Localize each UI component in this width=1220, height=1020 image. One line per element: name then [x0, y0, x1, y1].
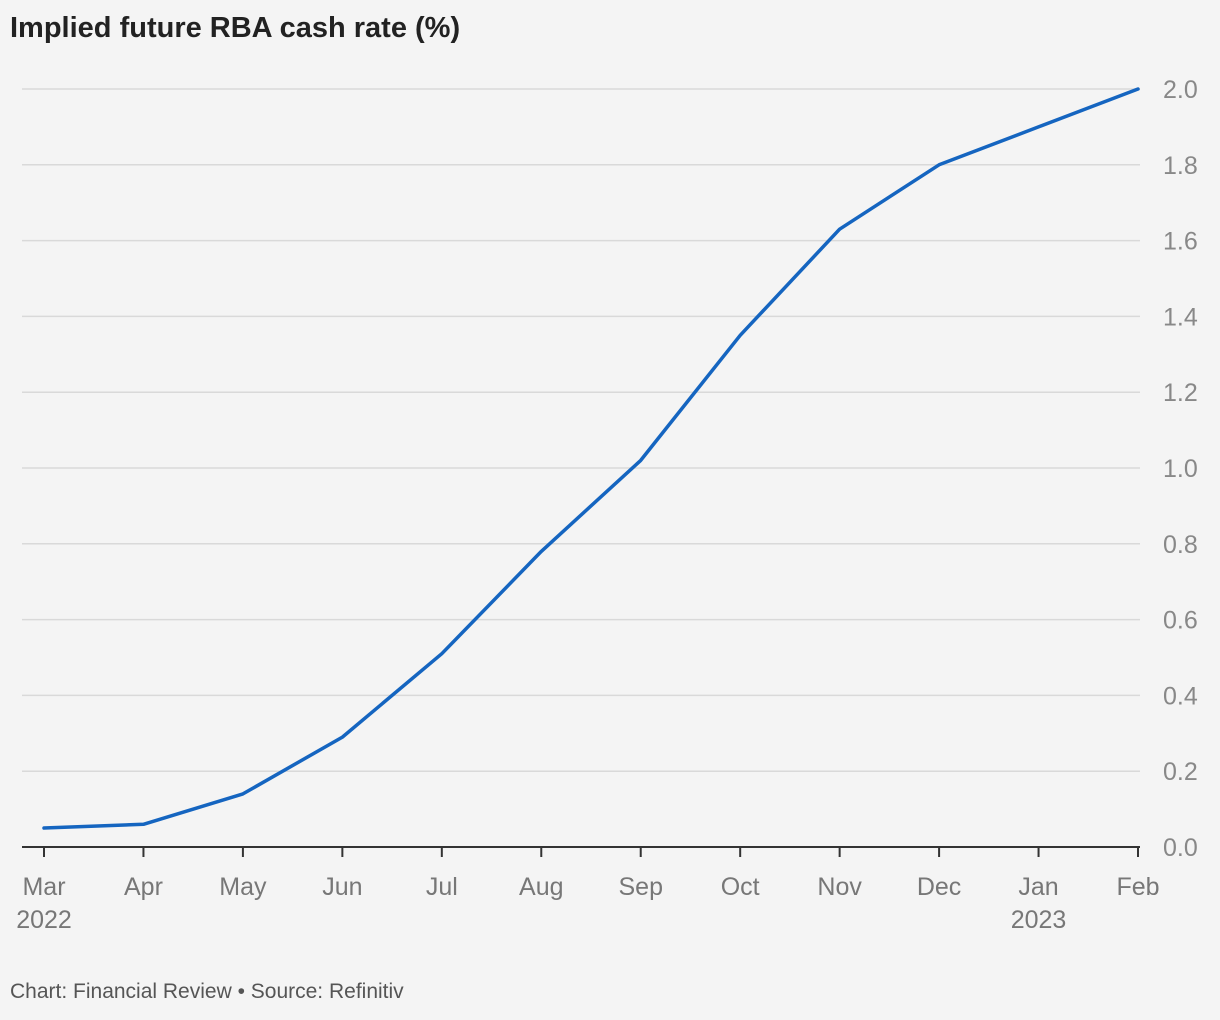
x-tick-label: Mar: [22, 873, 65, 901]
x-axis: [22, 846, 1140, 857]
x-tick-label: Jun: [322, 873, 362, 901]
y-tick-label: 0.4: [1163, 682, 1198, 710]
x-tick-label: Dec: [917, 873, 961, 901]
y-tick-label: 1.8: [1163, 152, 1198, 180]
grid-lines: [22, 88, 1140, 772]
y-tick-label: 1.0: [1163, 455, 1198, 483]
x-tick-label: May: [219, 873, 267, 901]
y-tick-label: 1.6: [1163, 228, 1198, 256]
y-tick-label: 0.2: [1163, 758, 1198, 786]
series-layer: [42, 87, 1140, 830]
x-tick-year-label: 2023: [1011, 906, 1067, 934]
y-axis-tick-labels: 0.0 0.2 0.4 0.6 0.8 1.0 1.2 1.4 1.6 1.8 2.0: [1163, 76, 1198, 862]
y-tick-label: 2.0: [1163, 76, 1198, 104]
x-tick-label: Jul: [426, 873, 458, 901]
y-tick-label: 0.0: [1163, 834, 1198, 862]
x-tick-label: Aug: [519, 873, 563, 901]
y-tick-label: 1.4: [1163, 303, 1198, 331]
x-tick-label: Jan: [1018, 873, 1058, 901]
x-tick-label: Feb: [1116, 873, 1159, 901]
series-line-0: [42, 87, 1140, 830]
y-tick-label: 0.8: [1163, 531, 1198, 559]
chart-title: Implied future RBA cash rate (%): [10, 12, 461, 44]
y-tick-label: 1.2: [1163, 379, 1198, 407]
x-tick-label: Nov: [817, 873, 862, 901]
x-tick-year-label: 2022: [16, 906, 72, 934]
y-tick-label: 0.6: [1163, 607, 1198, 635]
x-tick-label: Sep: [618, 873, 662, 901]
x-tick-label: Oct: [721, 873, 760, 901]
chart-source-footer: Chart: Financial Review • Source: Refini…: [10, 980, 404, 1003]
x-axis-tick-labels: Mar 2022 Apr May Jun Jul Aug Sep Oct Nov Dec Jan 202…: [16, 873, 1159, 934]
x-tick-label: Apr: [124, 873, 163, 901]
